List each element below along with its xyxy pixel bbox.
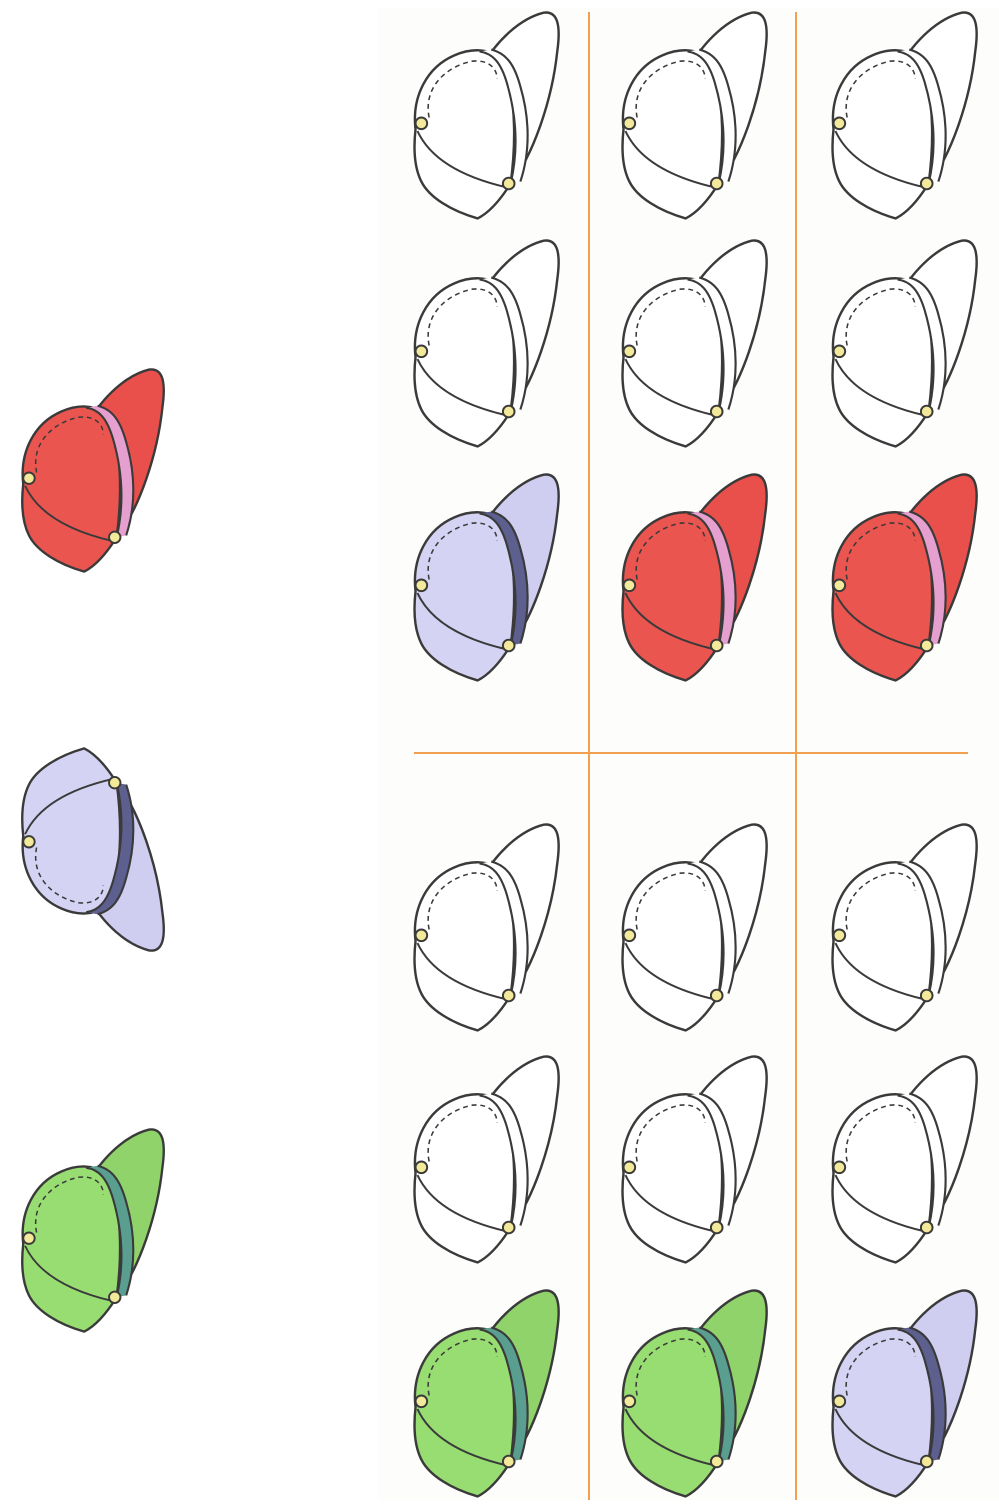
grid-cap-top-c3-r2 (818, 238, 983, 453)
grid-cap-top-c3-r3 (818, 472, 983, 687)
cap-icon (413, 823, 560, 1032)
grid-cap-top-c2-r3 (608, 472, 773, 687)
grid-cap-bottom-c1-r3 (400, 1288, 565, 1503)
cap-icon (831, 473, 978, 682)
grid-cap-bottom-c2-r3 (608, 1288, 773, 1503)
cap-icon (21, 747, 165, 952)
cap-icon (413, 11, 560, 220)
cap-icon (621, 1055, 768, 1264)
grid-cap-top-c2-r2 (608, 238, 773, 453)
sample-cap-red (8, 345, 170, 600)
divider-horizontal (414, 752, 968, 754)
cap-icon (621, 239, 768, 448)
grid-cap-top-c1-r1 (400, 10, 565, 225)
grid-cap-top-c1-r2 (400, 238, 565, 453)
cap-icon (21, 368, 165, 573)
cap-icon (831, 239, 978, 448)
grid-cap-top-c3-r1 (818, 10, 983, 225)
grid-cap-bottom-c2-r2 (608, 1054, 773, 1269)
divider-vertical-2 (795, 12, 797, 1500)
cap-icon (621, 11, 768, 220)
cap-icon (831, 1289, 978, 1498)
cap-icon (413, 1055, 560, 1264)
grid-cap-bottom-c1-r2 (400, 1054, 565, 1269)
cap-icon (831, 1055, 978, 1264)
grid-cap-top-c2-r1 (608, 10, 773, 225)
cap-icon (21, 1128, 165, 1333)
divider-vertical-1 (588, 12, 590, 1500)
grid-cap-bottom-c1-r1 (400, 822, 565, 1037)
cap-icon (413, 1289, 560, 1498)
cap-icon (413, 473, 560, 682)
sample-cap-green (8, 1105, 170, 1360)
cap-icon (621, 823, 768, 1032)
sample-cap-violet (8, 720, 170, 975)
cap-icon (413, 239, 560, 448)
grid-cap-bottom-c3-r2 (818, 1054, 983, 1269)
cap-icon (621, 473, 768, 682)
cap-icon (831, 11, 978, 220)
cap-icon (831, 823, 978, 1032)
grid-cap-bottom-c3-r3 (818, 1288, 983, 1503)
grid-cap-bottom-c2-r1 (608, 822, 773, 1037)
grid-cap-top-c1-r3 (400, 472, 565, 687)
worksheet-grid-panel (378, 8, 999, 1500)
cap-icon (621, 1289, 768, 1498)
grid-cap-bottom-c3-r1 (818, 822, 983, 1037)
